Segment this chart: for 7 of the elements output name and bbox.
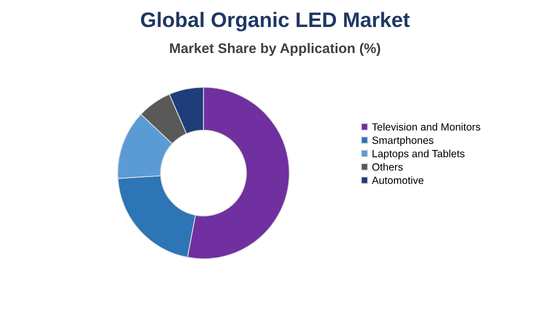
legend-label: Smartphones	[372, 136, 434, 146]
legend-label: Television and Monitors	[372, 122, 480, 131]
chart-subtitle: Market Share by Application (%)	[170, 42, 380, 56]
chart-title: Global Organic LED Market	[140, 12, 410, 32]
legend-label: Others	[372, 163, 403, 171]
legend-label: Laptops and Tablets	[372, 150, 464, 160]
legend-label: Automotive	[372, 176, 424, 184]
